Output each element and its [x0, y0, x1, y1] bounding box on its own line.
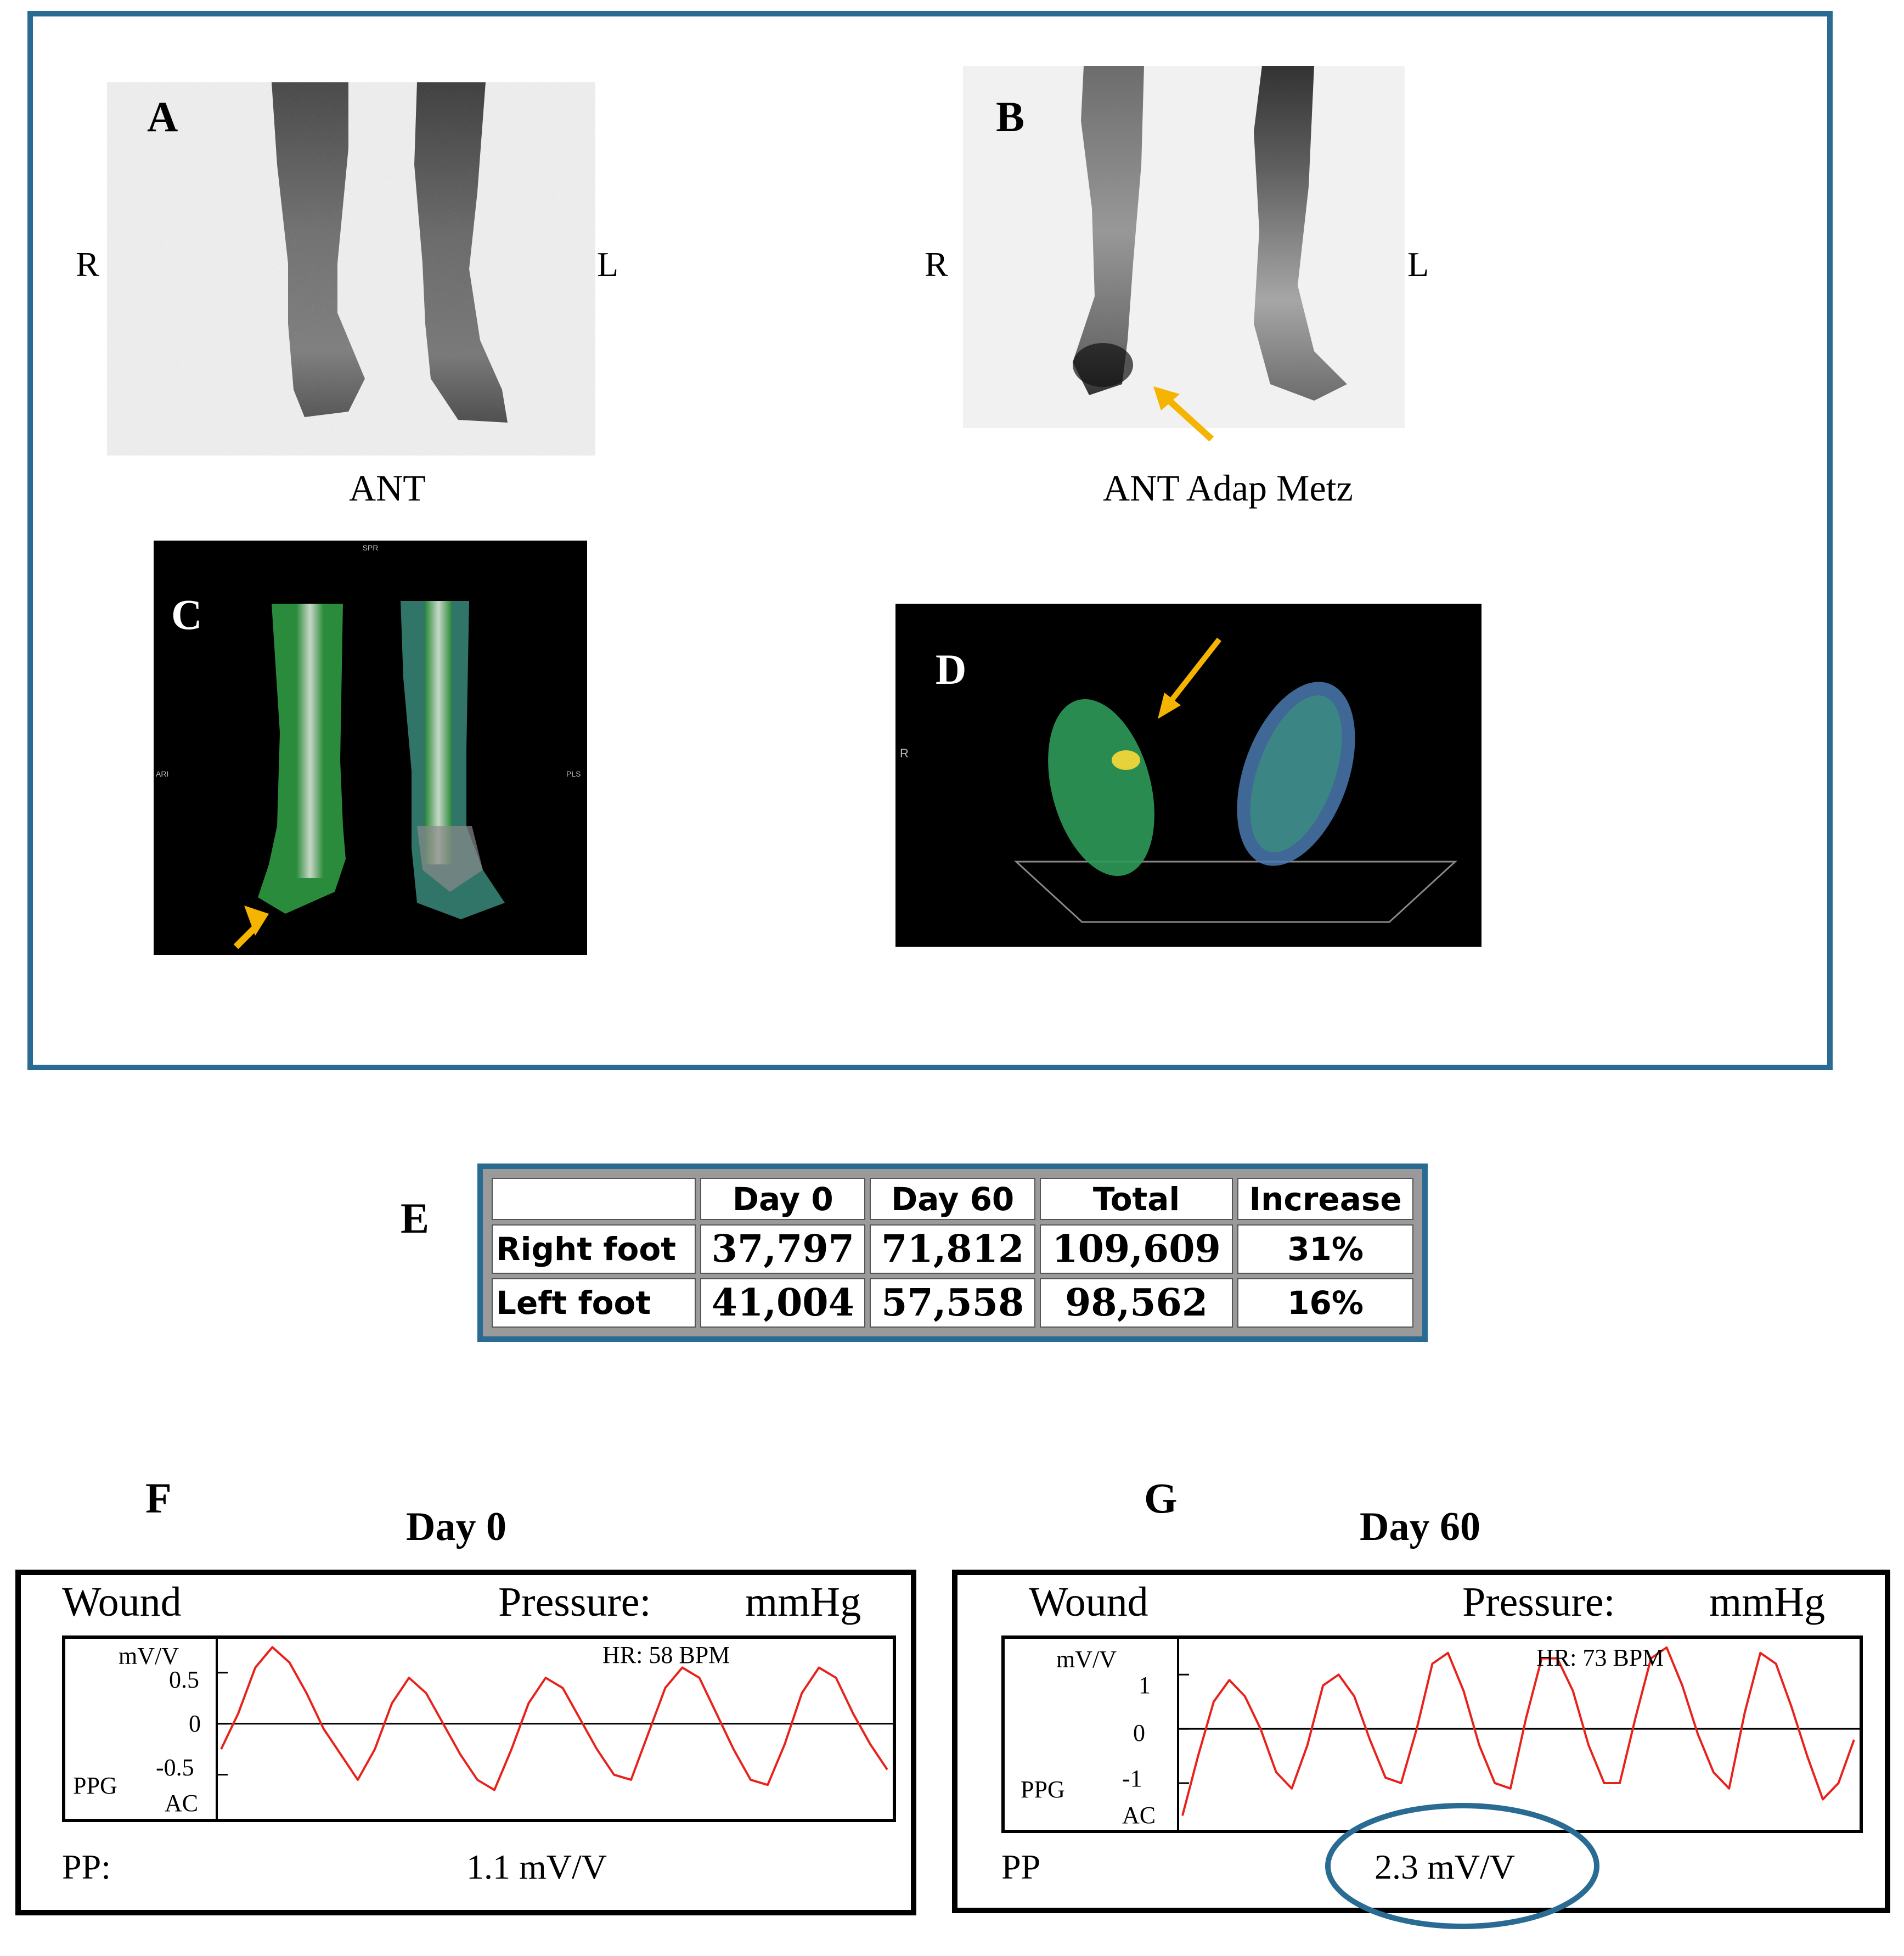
table-cell: 109,609 [1039, 1224, 1233, 1274]
uptake-table: Day 0 Day 60 Total Increase Right foot 3… [477, 1164, 1428, 1342]
ppg-day60-site: Wound [1029, 1579, 1148, 1625]
ppg-day60-hr: HR: 73 BPM [1536, 1644, 1664, 1671]
ppg-day0-site: Wound [62, 1579, 182, 1625]
panel-a-left-side-label: L [597, 245, 619, 284]
panel-c-letter: C [171, 591, 202, 638]
ppg-day0-ac-label: AC [165, 1790, 199, 1817]
ppg-day60-pp-value: 2.3 mV/V [1375, 1847, 1515, 1886]
ppg-day60-chart [1177, 1639, 1860, 1830]
panel-d-letter: D [936, 645, 967, 693]
ppg-day60-pp-label: PP [1001, 1847, 1041, 1886]
ppg-day60-plot-frame [1001, 1635, 1863, 1833]
ppg-day60-panel: Wound Pressure: mmHg mV/V HR: 73 BPM 1 0… [952, 1570, 1890, 1913]
ppg-day0-ppg-label: PPG [73, 1772, 117, 1799]
spect-ct-legs-image: SPR ARI PLS [156, 543, 581, 949]
ppg-day0-tick-label: -0.5 [156, 1754, 194, 1781]
table-header-cell: Day 0 [700, 1178, 866, 1221]
legs-scan-image [107, 82, 595, 456]
table-cell: 31% [1237, 1224, 1413, 1274]
table-header-cell [492, 1178, 696, 1221]
panel-d-side-tag: R [900, 746, 909, 760]
panel-b-letter: B [996, 93, 1025, 140]
ppg-waveform-line [220, 1646, 888, 1791]
imaging-frame [27, 11, 1833, 1070]
ppg-day60-unit-label: mV/V [1056, 1646, 1117, 1673]
table-header-cell: Increase [1237, 1178, 1413, 1221]
uptake-table-grid: Day 0 Day 60 Total Increase Right foot 3… [487, 1173, 1418, 1332]
ppg-day0-pp-label: PP: [62, 1847, 111, 1886]
ppg-day0-plot-frame [62, 1635, 896, 1822]
pp-highlight-oval [1325, 1803, 1599, 1929]
panel-b-right-side-label: R [925, 245, 948, 284]
legs-scan-metz-image [1073, 66, 1347, 401]
panel-a-caption: ANT [349, 467, 426, 509]
ppg-day0-tick-label: 0 [189, 1710, 201, 1737]
panel-c-right-tag: PLS [566, 769, 581, 778]
ppg-day60-pressure-label: Pressure: [1462, 1579, 1615, 1625]
panel-f-letter: F [145, 1474, 172, 1522]
ppg-day0-title: Day 0 [406, 1504, 506, 1549]
ppg-day60-tick-label: -1 [1122, 1765, 1142, 1792]
table-row-label: Right foot [492, 1224, 696, 1274]
ppg-day0-pressure-unit: mmHg [745, 1579, 861, 1625]
table-row: Right foot 37,797 71,812 109,609 31% [492, 1224, 1413, 1274]
table-header-row: Day 0 Day 60 Total Increase [492, 1178, 1413, 1221]
ppg-waveform-line [1181, 1646, 1855, 1816]
panel-b-left-side-label: L [1407, 245, 1429, 284]
table-header-cell: Total [1039, 1178, 1233, 1221]
table-cell: 37,797 [700, 1224, 866, 1274]
ppg-day60-title: Day 60 [1360, 1504, 1480, 1549]
panel-c-top-tag: SPR [363, 543, 379, 552]
panel-d-axial-slice: R [895, 604, 1481, 947]
table-row: Left foot 41,004 57,558 98,562 16% [492, 1278, 1413, 1328]
ppg-day0-chart [216, 1639, 893, 1819]
panel-a-letter: A [147, 93, 178, 140]
table-cell: 71,812 [870, 1224, 1035, 1274]
panel-d-arrow [1168, 637, 1221, 705]
ppg-day0-panel: Wound Pressure: mmHg mV/V HR: 58 BPM 0.5… [15, 1570, 916, 1915]
panel-b-arrow [1153, 386, 1214, 442]
ppg-day0-hr: HR: 58 BPM [602, 1642, 730, 1668]
ppg-day0-tick-label: 0.5 [169, 1666, 199, 1693]
table-cell: 98,562 [1039, 1278, 1233, 1328]
ppg-day0-unit-label: mV/V [119, 1643, 179, 1670]
ppg-day60-pressure-unit: mmHg [1709, 1579, 1826, 1625]
ppg-day0-pressure-label: Pressure: [498, 1579, 651, 1625]
panel-a-scintigram [107, 82, 595, 456]
panel-c-3d-render: SPR ARI PLS [154, 541, 587, 955]
ppg-day0-pp-value: 1.1 mV/V [466, 1847, 607, 1886]
ppg-day60-tick-label: 0 [1133, 1719, 1145, 1746]
ppg-day60-tick-label: 1 [1139, 1672, 1151, 1699]
ppg-day60-ac-label: AC [1122, 1802, 1156, 1829]
table-cell: 57,558 [870, 1278, 1035, 1328]
spect-ct-feet-image: R [900, 637, 1457, 923]
panel-a-right-side-label: R [76, 245, 99, 284]
table-row-label: Left foot [492, 1278, 696, 1328]
ppg-day60-ppg-label: PPG [1021, 1776, 1065, 1803]
table-header-cell: Day 60 [870, 1178, 1035, 1221]
panel-g-letter: G [1144, 1474, 1178, 1522]
panel-b-caption: ANT Adap Metz [1103, 467, 1353, 509]
table-cell: 16% [1237, 1278, 1413, 1328]
panel-e-letter: E [401, 1194, 430, 1242]
panel-b-scintigram [963, 66, 1405, 428]
table-cell: 41,004 [700, 1278, 866, 1328]
panel-c-left-tag: ARI [156, 769, 168, 778]
